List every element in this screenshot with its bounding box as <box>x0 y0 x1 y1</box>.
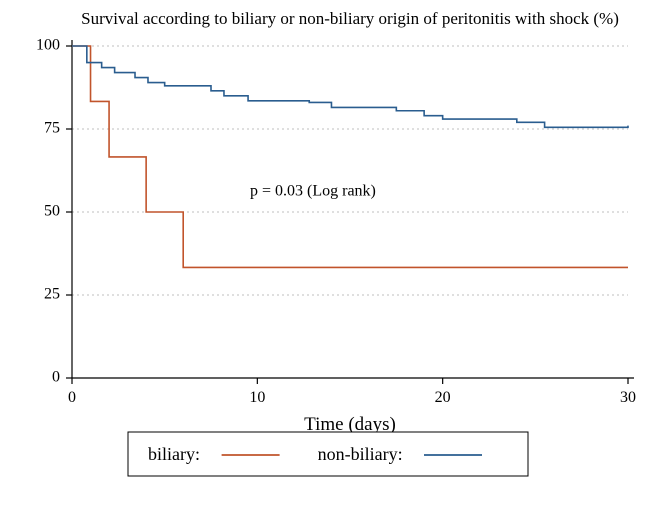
survival-chart: 0 25 50 75 100 0 10 20 30 Survival according to b… <box>0 0 669 509</box>
x-tick-label: 0 <box>68 389 76 406</box>
legend-label-non-biliary: non-biliary: <box>318 444 403 464</box>
x-tick-label: 10 <box>249 389 265 406</box>
x-tick-label: 30 <box>620 389 636 406</box>
chart-title: Survival according to biliary or non-bil… <box>81 9 619 28</box>
y-tick-label: 100 <box>36 37 60 54</box>
y-tick-label: 50 <box>44 203 60 220</box>
legend-label-biliary: biliary: <box>148 444 200 464</box>
x-tick-label: 20 <box>435 389 451 406</box>
y-tick-label: 25 <box>44 286 60 303</box>
y-tick-label: 0 <box>52 369 60 386</box>
pvalue-label: p = 0.03 (Log rank) <box>250 182 376 199</box>
y-tick-label: 75 <box>44 120 60 137</box>
